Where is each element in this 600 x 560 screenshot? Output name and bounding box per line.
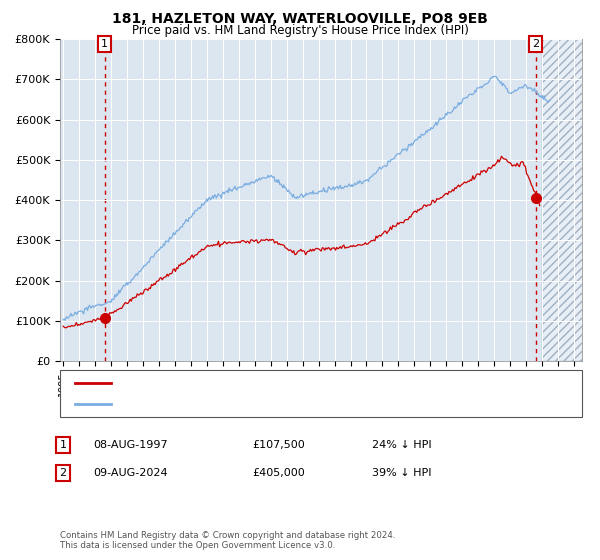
Text: £405,000: £405,000 — [252, 468, 305, 478]
Text: 39% ↓ HPI: 39% ↓ HPI — [372, 468, 431, 478]
Text: 181, HAZLETON WAY, WATERLOOVILLE, PO8 9EB (detached house): 181, HAZLETON WAY, WATERLOOVILLE, PO8 9E… — [120, 378, 485, 388]
Text: 08-AUG-1997: 08-AUG-1997 — [93, 440, 167, 450]
Text: 2: 2 — [59, 468, 67, 478]
Text: 1: 1 — [59, 440, 67, 450]
Text: £107,500: £107,500 — [252, 440, 305, 450]
Text: Price paid vs. HM Land Registry's House Price Index (HPI): Price paid vs. HM Land Registry's House … — [131, 24, 469, 36]
Text: Contains HM Land Registry data © Crown copyright and database right 2024.
This d: Contains HM Land Registry data © Crown c… — [60, 530, 395, 550]
Text: 1: 1 — [101, 39, 108, 49]
Text: HPI: Average price, detached house, East Hampshire: HPI: Average price, detached house, East… — [120, 399, 409, 409]
Text: 181, HAZLETON WAY, WATERLOOVILLE, PO8 9EB: 181, HAZLETON WAY, WATERLOOVILLE, PO8 9E… — [112, 12, 488, 26]
Text: 09-AUG-2024: 09-AUG-2024 — [93, 468, 167, 478]
Text: 2: 2 — [532, 39, 539, 49]
Text: 24% ↓ HPI: 24% ↓ HPI — [372, 440, 431, 450]
Bar — [542, 39, 598, 361]
